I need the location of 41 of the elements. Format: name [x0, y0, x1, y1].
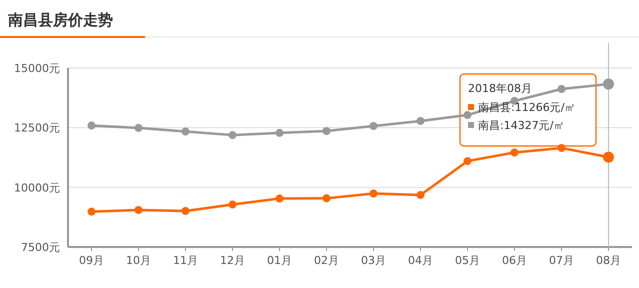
point [464, 157, 472, 166]
annotation: 南昌县:11266元/㎡ [478, 101, 576, 114]
point [464, 111, 472, 120]
y-tick-label: 10000元 [14, 181, 60, 194]
point [322, 127, 330, 136]
point [134, 206, 142, 214]
y-tick-label: 12500元 [14, 122, 60, 135]
point [276, 194, 284, 203]
point [228, 200, 236, 209]
point [276, 128, 284, 137]
point [228, 131, 236, 140]
x-tick-label: 02月 [314, 254, 339, 267]
point [88, 208, 96, 216]
point [558, 144, 566, 152]
x-tick-label: 11月 [173, 254, 198, 267]
y-tick-label: 15000元 [14, 62, 60, 75]
point [558, 85, 566, 94]
point [510, 148, 518, 156]
point [322, 194, 330, 202]
x-tick-label: 08月 [596, 254, 621, 267]
x-tick-label: 06月 [502, 254, 527, 267]
point [88, 122, 96, 130]
x-tick-label: 05月 [455, 254, 480, 267]
x-tick-label: 10月 [126, 254, 151, 267]
y-tick-label: 7500元 [21, 241, 60, 254]
annotation: 2018年08月 [468, 82, 532, 95]
point [134, 124, 142, 132]
point [182, 206, 190, 215]
point [182, 127, 190, 136]
x-tick-label: 09月 [79, 254, 104, 267]
point [416, 116, 424, 125]
x-tick-label: 03月 [361, 254, 386, 267]
x-tick-label: 01月 [267, 254, 292, 267]
point [370, 122, 378, 130]
x-tick-label: 07月 [549, 254, 574, 267]
chart-title: 南昌县房价走势 [7, 11, 113, 29]
x-tick-label: 12月 [220, 254, 245, 267]
annotation: 南昌:14327元/㎡ [478, 119, 564, 132]
point [370, 190, 378, 198]
point [416, 190, 424, 199]
x-tick-label: 04月 [408, 254, 433, 267]
